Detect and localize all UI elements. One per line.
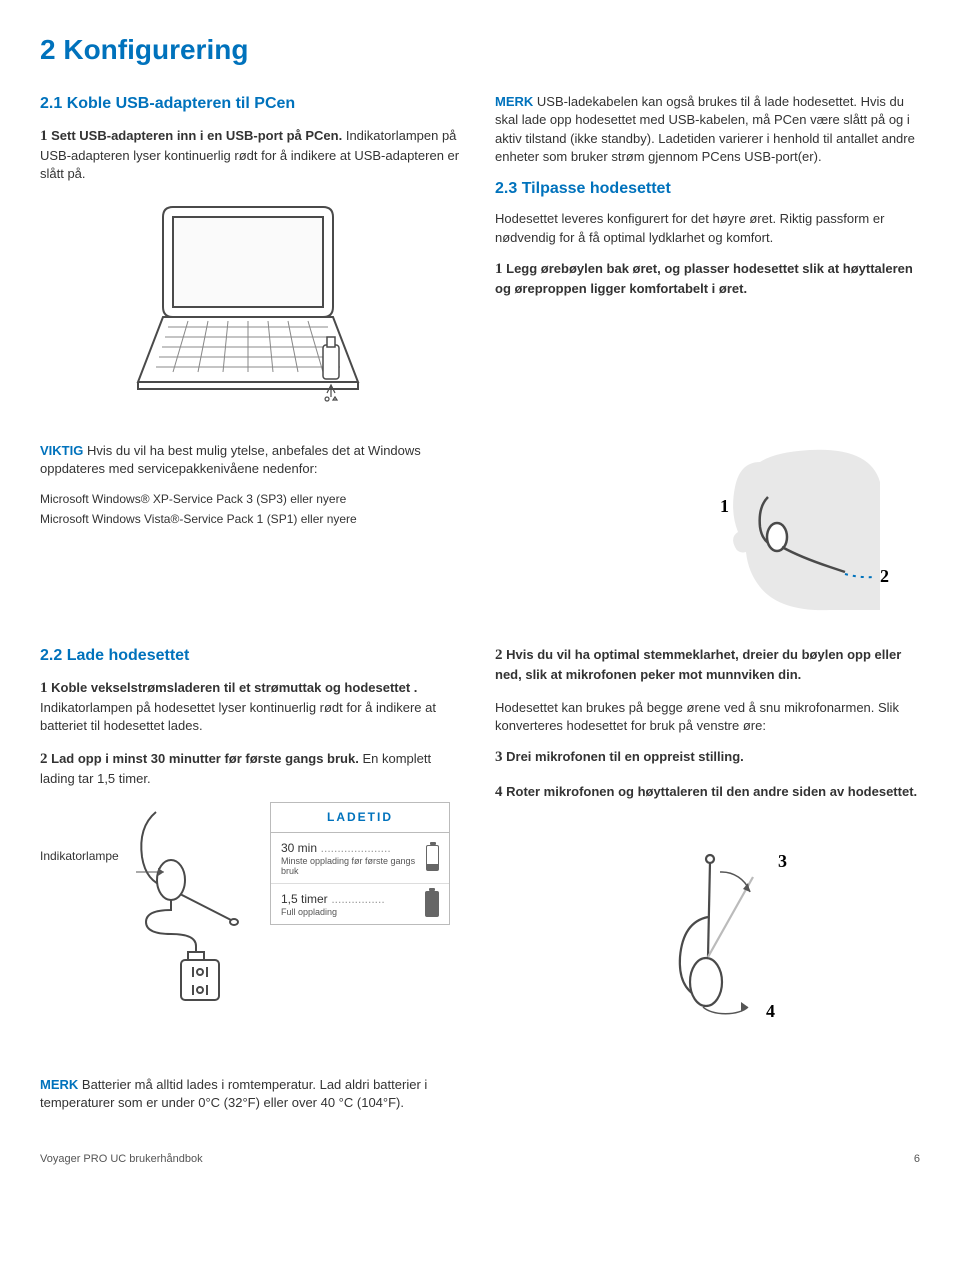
viktig-text: Hvis du vil ha best mulig ytelse, anbefa… — [40, 443, 421, 476]
sec23-step1: 1 Legg ørebøylen bak øret, og plasser ho… — [495, 259, 920, 298]
merk-battery: MERK Batterier må alltid lades i romtemp… — [40, 1076, 500, 1112]
page-footer: Voyager PRO UC brukerhåndbok 6 — [40, 1152, 920, 1167]
top-columns: 2.1 Koble USB-adapteren til PCen 1 Sett … — [40, 93, 920, 432]
step-number: 3 — [495, 749, 503, 765]
figure-num-3: 3 — [778, 851, 787, 871]
step-number: 2 — [495, 647, 503, 663]
sec23-step2: 2 Hvis du vil ha optimal stemmeklarhet, … — [495, 645, 920, 684]
viktig-para: VIKTIG Hvis du vil ha best mulig ytelse,… — [40, 442, 465, 478]
charge-time-2: 1,5 timer — [281, 892, 328, 906]
charging-illustration — [126, 802, 256, 1007]
battery-icon-low — [426, 845, 439, 871]
indicator-column: Indikatorlampe — [40, 802, 112, 865]
figure-num-4: 4 — [766, 1001, 775, 1021]
page-title: 2 Konfigurering — [40, 30, 920, 69]
step-number: 2 — [40, 751, 48, 767]
footer-page-number: 6 — [914, 1152, 920, 1167]
figure-num-2: 2 — [880, 566, 889, 586]
col-right: MERK USB-ladekabelen kan også brukes til… — [495, 93, 920, 432]
sec22-step2: 2 Lad opp i minst 30 minutter før første… — [40, 749, 465, 788]
step-lead: Lad opp i minst 30 minutter før første g… — [51, 751, 359, 766]
charge-row-2: 1,5 timer ................ Full oppladin… — [271, 883, 449, 924]
merk-text: USB-ladekabelen kan også brukes til å la… — [495, 94, 915, 164]
merk-usb: MERK USB-ladekabelen kan også brukes til… — [495, 93, 920, 166]
charge-time-table: LADETID 30 min ..................... Min… — [270, 802, 450, 925]
step-lead: Roter mikrofonen og høyttaleren til den … — [506, 784, 917, 799]
indicator-label: Indikatorlampe — [40, 848, 112, 865]
dots: ................ — [331, 892, 384, 906]
col-left: 2.1 Koble USB-adapteren til PCen 1 Sett … — [40, 93, 465, 432]
viktig-line1: Microsoft Windows® XP-Service Pack 3 (SP… — [40, 491, 465, 508]
heading-2-1: 2.1 Koble USB-adapteren til PCen — [40, 93, 465, 115]
step-number: 4 — [495, 784, 503, 800]
merk-label: MERK — [495, 94, 533, 109]
step-lead: Drei mikrofonen til en oppreist stilling… — [506, 749, 744, 764]
step-body: Indikatorlampen på hodesettet lyser kont… — [40, 700, 436, 733]
laptop-illustration — [40, 197, 465, 412]
charge-table-title: LADETID — [271, 803, 449, 833]
sec23-para: Hodesettet kan brukes på begge ørene ved… — [495, 699, 920, 735]
step-number: 1 — [40, 128, 48, 144]
lower-right: 2 Hvis du vil ha optimal stemmeklarhet, … — [495, 645, 920, 1052]
sec22-step1: 1 Koble vekselstrømsladeren til et strøm… — [40, 678, 465, 735]
step-lead: Koble vekselstrømsladeren til et strømut… — [51, 680, 417, 695]
merk-label: MERK — [40, 1077, 78, 1092]
footer-left: Voyager PRO UC brukerhåndbok — [40, 1152, 203, 1167]
mid-columns: VIKTIG Hvis du vil ha best mulig ytelse,… — [40, 442, 920, 627]
sec21-step1: 1 Sett USB-adapteren inn i en USB-port p… — [40, 126, 465, 183]
lower-columns: 2.2 Lade hodesettet 1 Koble vekselstrøms… — [40, 645, 920, 1052]
charge-time-1: 30 min — [281, 841, 317, 855]
sec23-step4: 4 Roter mikrofonen og høyttaleren til de… — [495, 782, 920, 803]
viktig-label: VIKTIG — [40, 443, 83, 458]
charge-sub-2: Full opplading — [281, 908, 385, 918]
step-lead: Sett USB-adapteren inn i en USB-port på … — [51, 128, 342, 143]
step-lead: Legg ørebøylen bak øret, og plasser hode… — [495, 261, 913, 296]
sec23-intro: Hodesettet leveres konfigurert for det h… — [495, 210, 920, 246]
charge-sub-1: Minste opplading før første gangs bruk — [281, 857, 426, 877]
head-figure: 1 2 — [495, 442, 920, 627]
charge-layout: Indikatorlampe — [40, 802, 465, 1007]
rotate-illustration: 3 4 — [495, 817, 920, 1032]
merk-batt-text: Batterier må alltid lades i romtemperatu… — [40, 1077, 427, 1110]
step-number: 1 — [40, 680, 48, 696]
viktig-line2: Microsoft Windows Vista®-Service Pack 1 … — [40, 511, 465, 528]
heading-2-2: 2.2 Lade hodesettet — [40, 645, 465, 667]
dots: ..................... — [321, 841, 391, 855]
step-lead: Hvis du vil ha optimal stemmeklarhet, dr… — [495, 647, 901, 682]
battery-icon-full — [425, 891, 439, 917]
sec23-step3: 3 Drei mikrofonen til en oppreist stilli… — [495, 747, 920, 768]
heading-2-3: 2.3 Tilpasse hodesettet — [495, 178, 920, 200]
step-number: 1 — [495, 261, 503, 277]
charge-row-1: 30 min ..................... Minste oppl… — [271, 833, 449, 883]
lower-left: 2.2 Lade hodesettet 1 Koble vekselstrøms… — [40, 645, 465, 1052]
viktig-block: VIKTIG Hvis du vil ha best mulig ytelse,… — [40, 442, 465, 627]
figure-num-1: 1 — [720, 496, 729, 516]
